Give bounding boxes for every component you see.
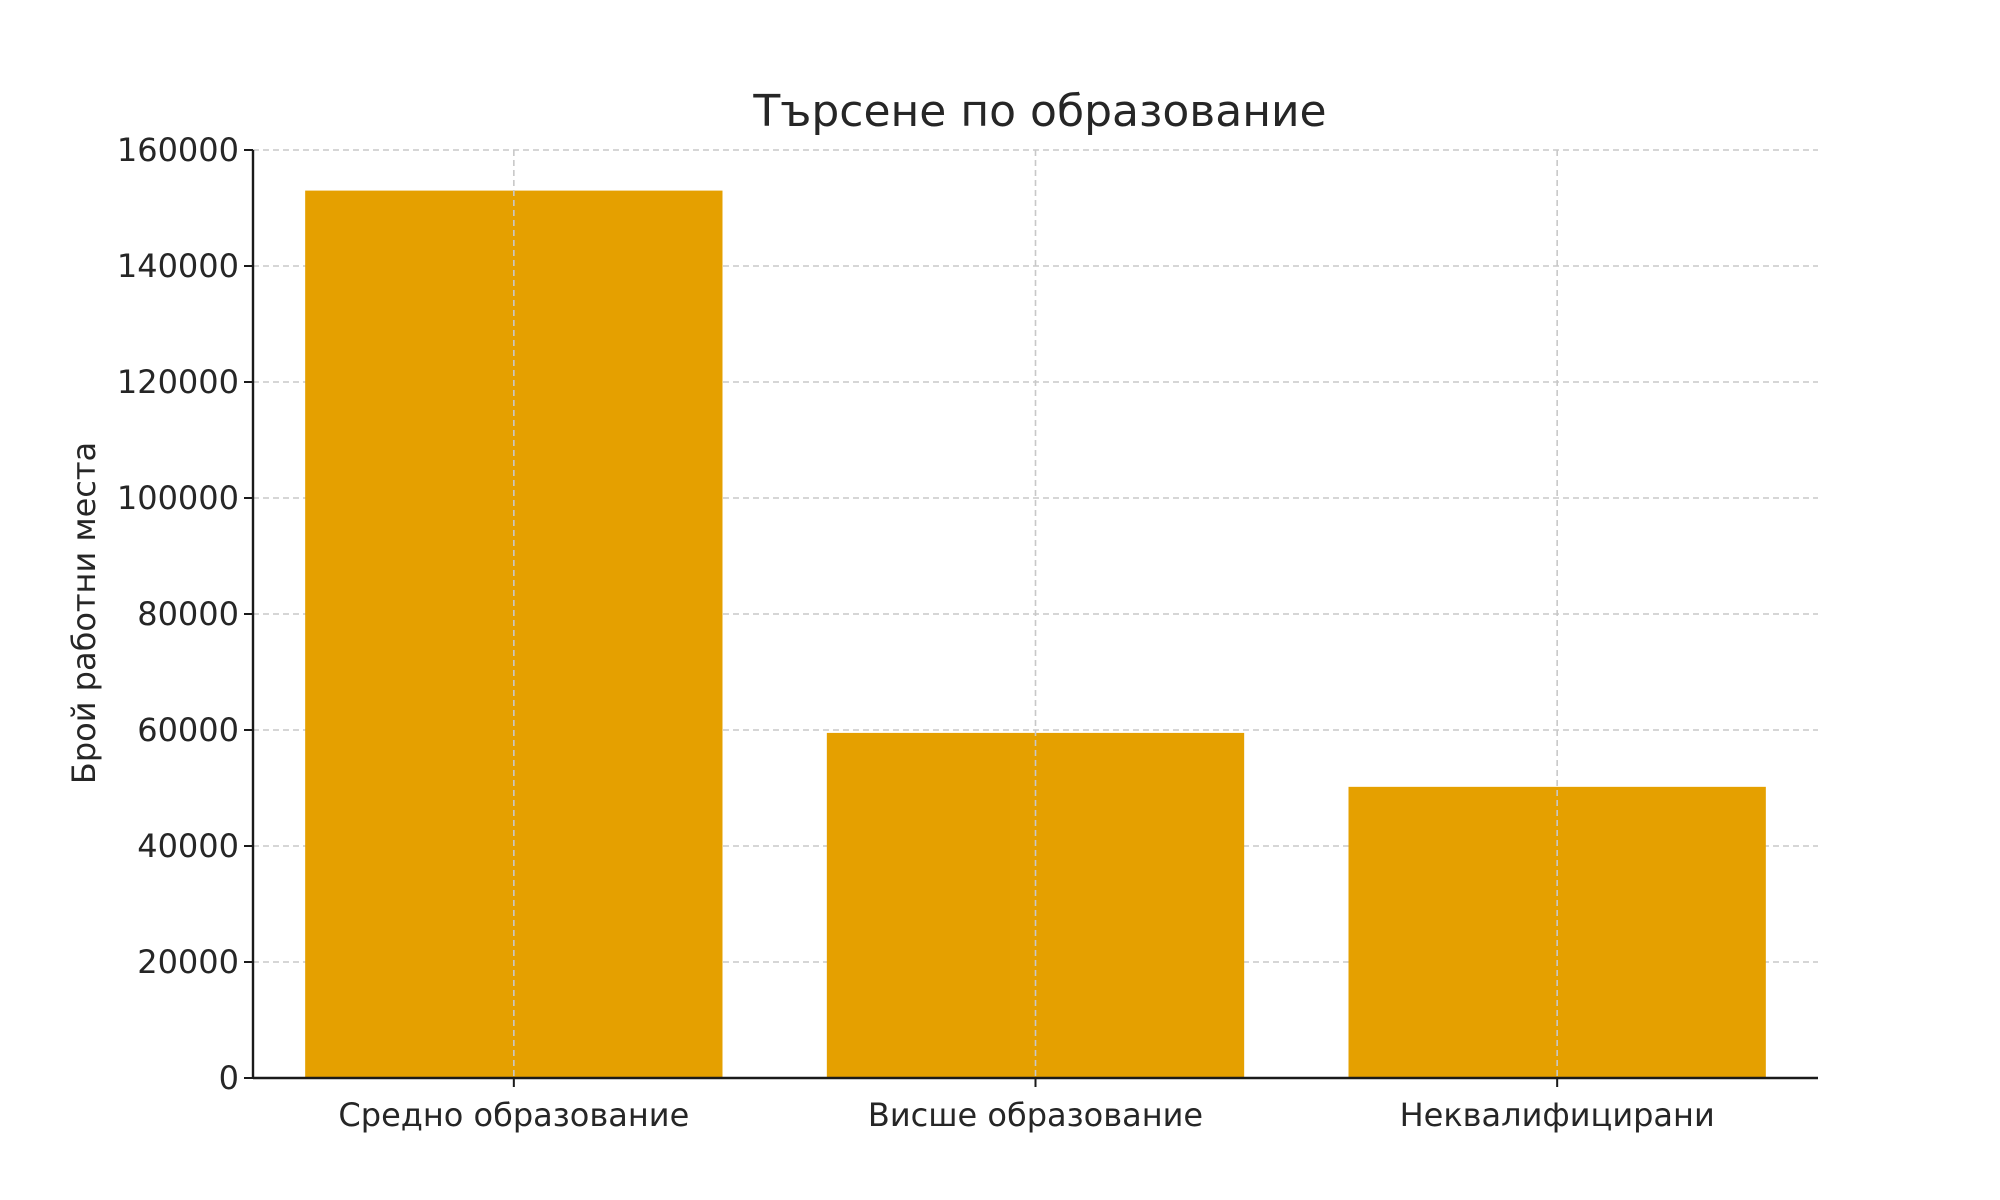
y-tick-label: 20000 [137, 943, 239, 981]
vertical-grid [513, 150, 1558, 1078]
chart-title: Търсене по образование [752, 86, 1326, 137]
y-tick-label: 160000 [117, 131, 239, 169]
y-tick-label: 140000 [117, 247, 239, 285]
y-tick-label: 40000 [137, 827, 239, 865]
y-axis-label: Брой работни места [65, 442, 103, 784]
x-ticks: Средно образование Висше образование Неква… [338, 1078, 1715, 1134]
x-tick-label: Неквалифицирани [1400, 1096, 1715, 1134]
y-tick-label: 100000 [117, 479, 239, 517]
y-tick-label: 120000 [117, 363, 239, 401]
y-tick-label: 60000 [137, 711, 239, 749]
x-tick-label: Средно образование [338, 1096, 689, 1134]
y-tick-label: 80000 [137, 595, 239, 633]
x-tick-label: Висше образование [868, 1096, 1203, 1134]
y-tick-label: 0 [219, 1059, 239, 1097]
y-ticks: 0 20000 40000 60000 80000 100000 120000 140000 1… [117, 131, 253, 1097]
